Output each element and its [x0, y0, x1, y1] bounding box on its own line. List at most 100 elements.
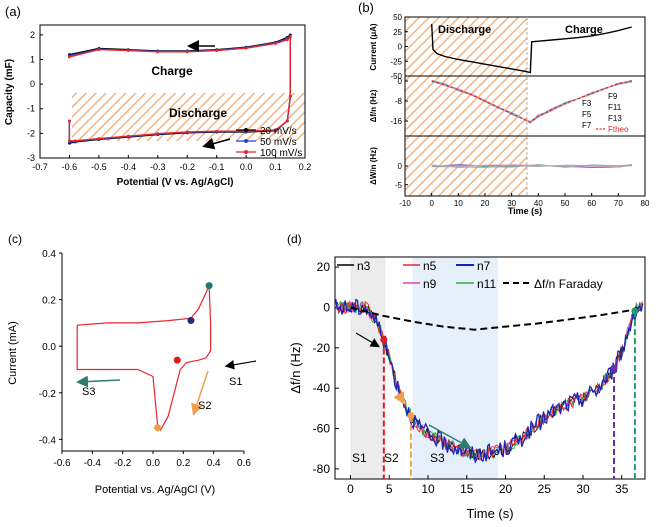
a-xlabel: Potential (V vs. Ag/AgCl) [117, 177, 234, 188]
legend-50: 50 mV/s [260, 137, 297, 148]
d-marker [407, 412, 415, 420]
legend-F9: F9 [608, 92, 618, 101]
b-xtick-label: 0 [429, 199, 434, 208]
d-axes-frame [334, 256, 646, 480]
c-curves [76, 282, 213, 432]
a-xtick-label: -0.3 [150, 162, 166, 172]
c-ylabel: Current (mA) [7, 321, 19, 385]
a-point [73, 139, 77, 143]
c-ytick-label: -0.2 [39, 389, 57, 400]
d-xtick-label: 5 [386, 482, 393, 496]
b-xtick-label: 30 [507, 199, 516, 208]
d-arrow-s3 [428, 424, 472, 449]
d-xlabel: Time (s) [466, 506, 513, 521]
b-xtick-label: 70 [614, 199, 623, 208]
b-xtick-label: -10 [399, 199, 411, 208]
c-xtick-label: -0.6 [53, 458, 71, 469]
b-ytick-label: 0 [398, 162, 403, 171]
axes-frame-a [39, 24, 306, 159]
b-xlabel: Time (s) [508, 206, 542, 216]
legend-n3: n3 [357, 259, 371, 273]
c-marker [173, 356, 181, 364]
panel-c-label: (c) [8, 232, 22, 246]
b-xtick-label: 40 [534, 199, 543, 208]
c-xtick-label: 0.0 [146, 458, 160, 469]
b-ylabel-dw: ΔW/n (Hz) [369, 147, 378, 185]
b-curves [431, 24, 632, 168]
b-dw-harmonic [431, 164, 632, 168]
discharge-label: Discharge [169, 106, 227, 120]
a-point [126, 49, 130, 53]
legend-marker-100 [244, 150, 248, 154]
legend-marker-20 [244, 128, 248, 132]
panel-a-label: (a) [5, 4, 21, 19]
c-xtick-label: 0.6 [237, 458, 251, 469]
a-ytick-label: 2 [30, 30, 35, 40]
a-point [185, 50, 189, 54]
a-point [285, 38, 289, 42]
b-discharge-hatch [405, 17, 527, 196]
d-marker [631, 307, 639, 315]
a-point [126, 134, 130, 138]
b-charge-text: Charge [565, 24, 603, 36]
b-dw-harmonic [431, 164, 632, 167]
b-ytick-label: -50 [390, 72, 402, 81]
d-xtick-label: 25 [538, 482, 552, 496]
c-arrow-s3 [76, 375, 121, 388]
a-point [244, 46, 248, 50]
a-point [274, 42, 277, 45]
d-region-S3 [412, 257, 498, 479]
c-ytick-label: 0.4 [42, 249, 56, 260]
d-xtick-label: 0 [347, 482, 354, 496]
a-curves [68, 33, 292, 145]
b-ytick-label: 25 [393, 28, 402, 37]
d-faraday-curve [350, 306, 638, 331]
b-xtick-label: 60 [587, 199, 596, 208]
charge-label: Charge [151, 64, 193, 78]
a-xtick-label: -0.7 [32, 162, 48, 172]
c-marker [187, 317, 195, 325]
legend-b: F9 F3 F11 F5 F13 F7 Ftheo [582, 92, 629, 134]
a-ytick-label: 1 [30, 54, 35, 64]
c-S3: S3 [82, 386, 95, 398]
a-ytick-label: -1 [27, 104, 35, 114]
d-marker [610, 364, 618, 372]
legend-faraday: Δf/n Faraday [534, 277, 603, 291]
a-xtick-label: -0.4 [121, 162, 137, 172]
c-ytick-label: 0.2 [42, 296, 56, 307]
legend-F3: F3 [582, 99, 592, 108]
d-xtick-label: 10 [421, 482, 435, 496]
d-regions [350, 257, 498, 479]
d-ytick-label: -20 [313, 341, 331, 355]
legend-n7: n7 [477, 259, 491, 273]
b-xtick-label: 20 [481, 199, 490, 208]
b-xtick-label: 10 [454, 199, 463, 208]
c-marker [154, 424, 162, 432]
c-xlabel: Potential vs. Ag/AgCl (V) [95, 484, 215, 496]
a-point [97, 48, 101, 52]
panel-a: (a) -0.7 -0.6 -0.5 -0.4 -0.3 -0.2 -0.1 0.0 0.1 0.… [4, 4, 311, 188]
panel-d-label: (d) [287, 232, 302, 246]
d-xtick-label: 30 [576, 482, 590, 496]
b-df-theo [431, 80, 632, 124]
a-ytick-label: -2 [27, 128, 35, 138]
b-ylabel-df: Δf/n (Hz) [369, 89, 378, 122]
a-point [215, 49, 219, 53]
a-xtick-label: -0.5 [91, 162, 107, 172]
legend-marker-50 [244, 139, 248, 143]
c-arrow-s2 [191, 370, 209, 416]
b-ytick-label: 0 [398, 43, 403, 52]
d-S1: S1 [352, 451, 367, 465]
b-discharge-text: Discharge [438, 24, 491, 36]
a-point [288, 95, 292, 98]
c-cv-curve [76, 285, 212, 432]
c-marker [205, 282, 213, 290]
d-ytick-label: 0 [323, 300, 330, 314]
b-ytick-label: 0 [398, 77, 403, 86]
legend-F5: F5 [582, 110, 592, 119]
panel-c: (c) -0.6 -0.4 -0.2 0.0 0.2 0.4 0.6 -0.4 -0.2 0.0 0… [7, 232, 257, 496]
a-xtick-label: 0.0 [240, 162, 253, 172]
a-xtick-label: 0.2 [299, 162, 312, 172]
d-xtick-label: 15 [460, 482, 474, 496]
